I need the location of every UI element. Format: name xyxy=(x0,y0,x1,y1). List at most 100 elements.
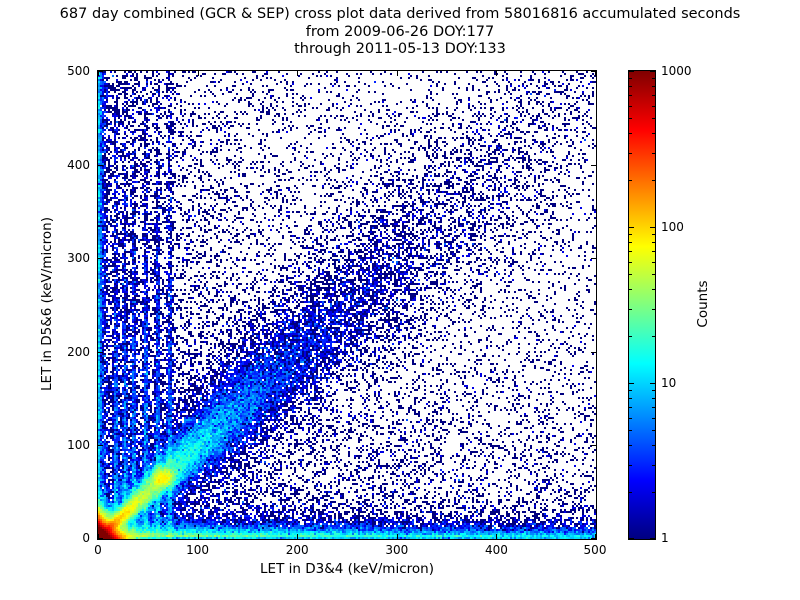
scatter-heatmap-canvas xyxy=(98,71,596,539)
colorbar-minor-tick-mark xyxy=(629,95,632,97)
colorbar-minor-tick-mark xyxy=(629,445,632,447)
colorbar-minor-tick-mark xyxy=(652,261,655,263)
y-tick-mark xyxy=(591,258,596,260)
colorbar-minor-tick-mark xyxy=(629,133,632,135)
y-tick-label: 300 xyxy=(67,251,90,266)
colorbar-tick-mark xyxy=(629,71,634,72)
colorbar-minor-tick-mark xyxy=(629,152,632,154)
title-line-2: from 2009-06-26 DOY:177 xyxy=(305,23,495,40)
colorbar-minor-tick-mark xyxy=(652,417,655,419)
x-tick-mark xyxy=(197,71,199,76)
colorbar-minor-tick-mark xyxy=(629,117,632,119)
colorbar-minor-tick-mark xyxy=(652,234,655,236)
y-tick-label: 100 xyxy=(67,438,90,453)
colorbar-tick-label: 1000 xyxy=(661,64,692,78)
colorbar-tick-mark xyxy=(650,71,655,72)
x-tick-mark xyxy=(595,71,596,76)
colorbar-minor-tick-mark xyxy=(652,398,655,400)
colorbar-tick-label: 1 xyxy=(661,531,669,545)
colorbar-minor-tick-mark xyxy=(629,105,632,107)
colorbar-minor-tick-mark xyxy=(629,261,632,263)
x-tick-mark xyxy=(98,534,99,539)
colorbar-tick-mark xyxy=(629,227,634,228)
colorbar-minor-tick-mark xyxy=(629,492,632,494)
x-tick-label: 200 xyxy=(285,543,309,557)
colorbar-minor-tick-mark xyxy=(652,95,655,97)
y-axis-label: LET in D5&6 (keV/micron) xyxy=(39,217,55,391)
colorbar-minor-tick-mark xyxy=(652,273,655,275)
colorbar-minor-tick-mark xyxy=(652,180,655,182)
y-tick-label: 0 xyxy=(82,531,90,545)
colorbar-minor-tick-mark xyxy=(652,78,655,80)
colorbar-minor-tick-mark xyxy=(629,242,632,244)
colorbar-minor-tick-mark xyxy=(652,407,655,409)
colorbar-minor-tick-mark xyxy=(652,242,655,244)
x-tick-label: 400 xyxy=(484,543,508,557)
y-tick-mark xyxy=(98,538,103,539)
y-tick-mark xyxy=(98,351,103,353)
colorbar-tick-mark xyxy=(629,383,634,384)
colorbar-minor-tick-mark xyxy=(629,86,632,88)
x-tick-mark xyxy=(297,71,299,76)
colorbar-minor-tick-mark xyxy=(629,273,632,275)
colorbar-tick-label: 10 xyxy=(661,376,677,390)
y-tick-mark xyxy=(98,258,103,260)
x-tick-mark xyxy=(396,71,398,76)
colorbar-minor-tick-mark xyxy=(629,398,632,400)
colorbar-minor-tick-mark xyxy=(652,308,655,310)
colorbar-minor-tick-mark xyxy=(629,464,632,466)
chart-title: 687 day combined (GCR & SEP) cross plot … xyxy=(0,6,800,59)
colorbar-tick-label: 100 xyxy=(661,220,684,234)
y-tick-mark xyxy=(591,71,596,72)
colorbar-minor-tick-mark xyxy=(652,390,655,392)
title-line-1: 687 day combined (GCR & SEP) cross plot … xyxy=(59,6,741,22)
x-tick-label: 0 xyxy=(94,543,102,557)
colorbar-minor-tick-mark xyxy=(629,336,632,338)
colorbar-minor-tick-mark xyxy=(652,117,655,119)
y-tick-mark xyxy=(591,164,596,166)
colorbar-minor-tick-mark xyxy=(652,445,655,447)
colorbar-minor-tick-mark xyxy=(652,464,655,466)
colorbar xyxy=(628,70,656,540)
x-axis-label: LET in D3&4 (keV/micron) xyxy=(260,561,434,577)
x-tick-mark xyxy=(496,534,498,539)
colorbar-minor-tick-mark xyxy=(652,152,655,154)
colorbar-minor-tick-mark xyxy=(652,133,655,135)
x-tick-mark xyxy=(496,71,498,76)
colorbar-minor-tick-mark xyxy=(629,289,632,291)
x-tick-mark xyxy=(297,534,299,539)
colorbar-tick-mark xyxy=(650,227,655,228)
x-tick-mark xyxy=(197,534,199,539)
x-tick-label: 100 xyxy=(186,543,210,557)
x-tick-mark xyxy=(396,534,398,539)
colorbar-minor-tick-mark xyxy=(652,105,655,107)
colorbar-minor-tick-mark xyxy=(629,429,632,431)
colorbar-minor-tick-mark xyxy=(652,336,655,338)
colorbar-minor-tick-mark xyxy=(629,78,632,80)
colorbar-tick-mark xyxy=(629,538,634,539)
y-tick-mark xyxy=(591,445,596,447)
colorbar-minor-tick-mark xyxy=(629,417,632,419)
y-tick-mark xyxy=(98,164,103,166)
colorbar-minor-tick-mark xyxy=(629,234,632,236)
colorbar-minor-tick-mark xyxy=(652,492,655,494)
colorbar-minor-tick-mark xyxy=(629,308,632,310)
y-tick-mark xyxy=(98,71,103,72)
colorbar-minor-tick-mark xyxy=(629,390,632,392)
colorbar-minor-tick-mark xyxy=(629,180,632,182)
colorbar-tick-mark xyxy=(650,383,655,384)
plot-area xyxy=(97,70,597,540)
colorbar-minor-tick-mark xyxy=(629,407,632,409)
y-tick-mark xyxy=(98,445,103,447)
colorbar-minor-tick-mark xyxy=(652,429,655,431)
x-tick-mark xyxy=(98,71,99,76)
colorbar-minor-tick-mark xyxy=(652,289,655,291)
y-tick-mark xyxy=(591,538,596,539)
title-line-3: through 2011-05-13 DOY:133 xyxy=(294,41,506,57)
colorbar-minor-tick-mark xyxy=(652,251,655,253)
y-tick-label: 400 xyxy=(67,157,90,172)
colorbar-label: Counts xyxy=(695,280,711,328)
colorbar-minor-tick-mark xyxy=(629,251,632,253)
y-tick-mark xyxy=(591,351,596,353)
